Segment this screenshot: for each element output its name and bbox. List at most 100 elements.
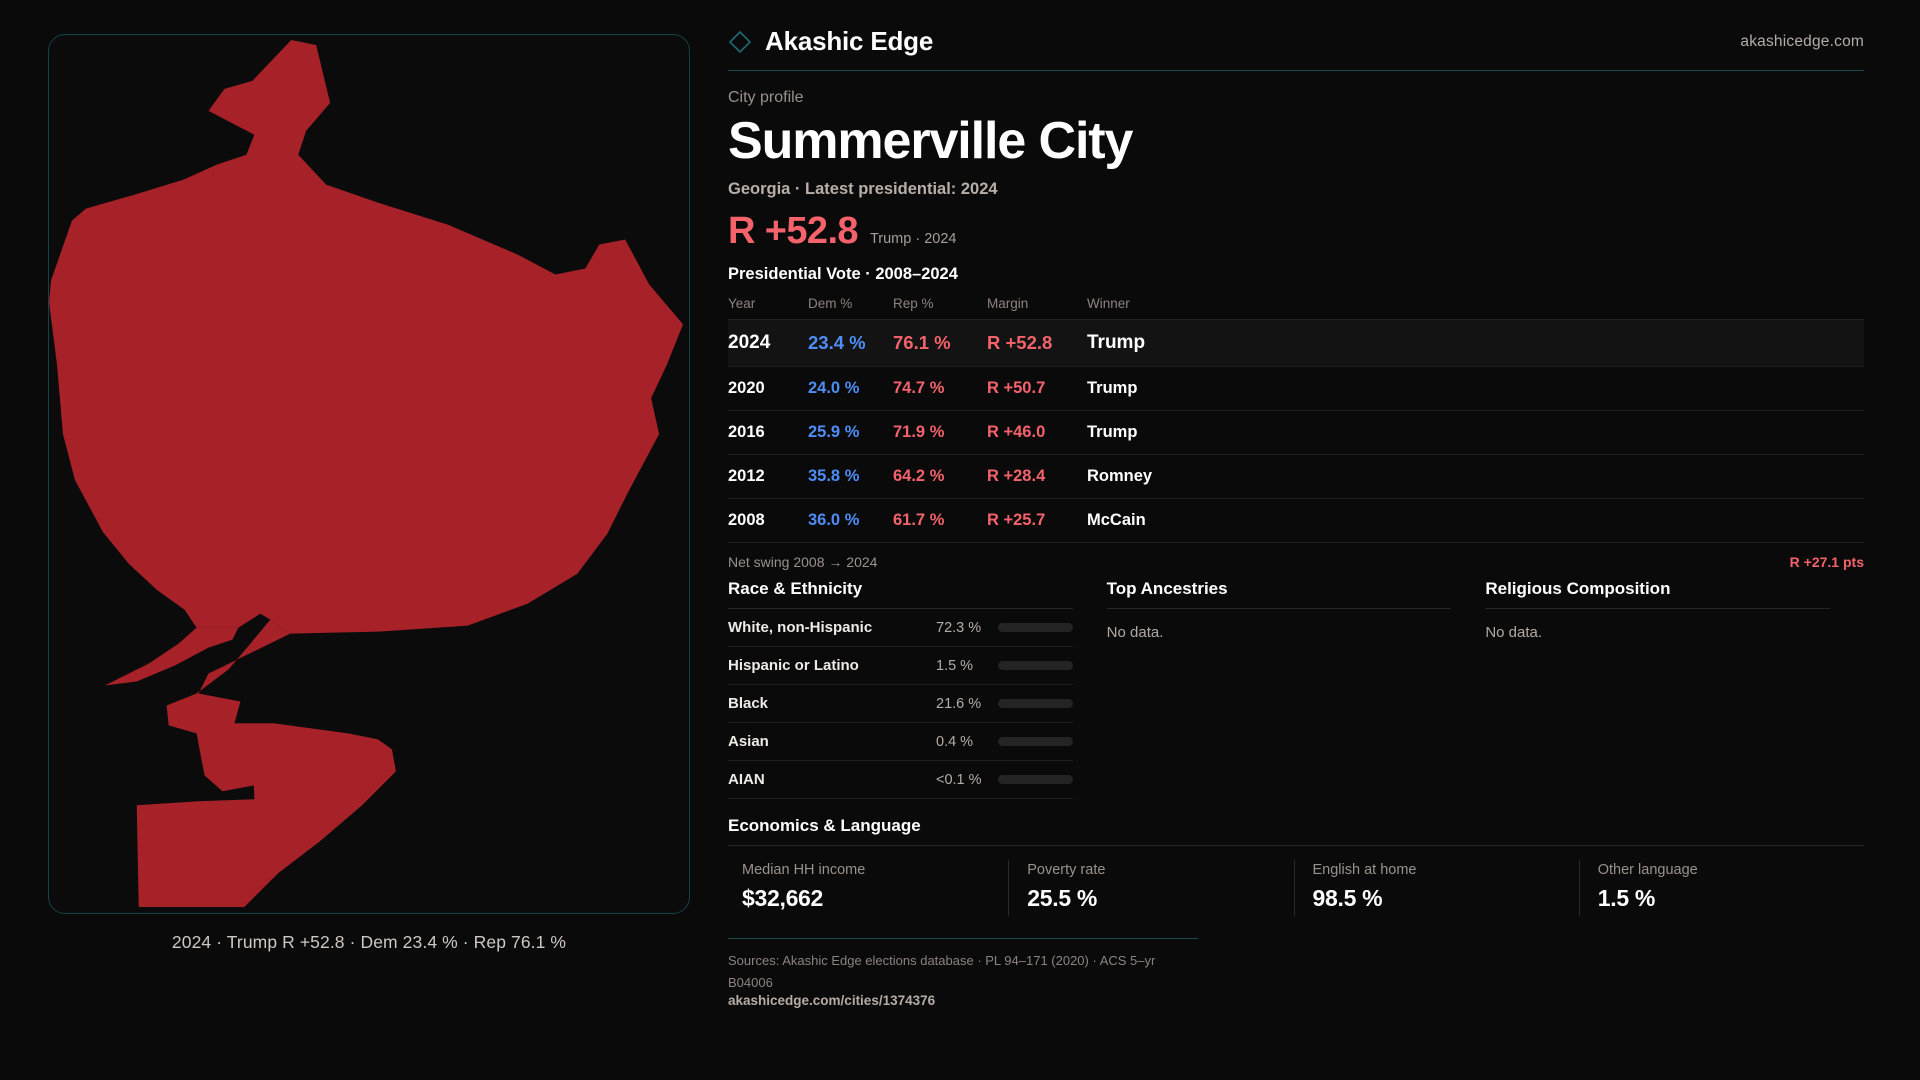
race-bar-track — [998, 737, 1073, 747]
economics-grid: Median HH income $32,662 Poverty rate 25… — [728, 860, 1864, 917]
table-row[interactable]: 2008 36.0 % 61.7 % R +25.7 McCain — [728, 498, 1864, 544]
economics-heading: Economics & Language — [728, 816, 921, 836]
col-dem: Dem % — [808, 296, 853, 312]
stat-value: $32,662 — [742, 885, 824, 912]
cell-winner: Trump — [1087, 410, 1864, 456]
race-row[interactable]: Hispanic or Latino 1.5 % — [728, 647, 1073, 686]
stat-card[interactable]: Poverty rate 25.5 % — [1008, 860, 1293, 917]
footer-rule — [728, 938, 1198, 940]
headline-margin-caption: Trump · 2024 — [869, 231, 957, 248]
race-bar-track — [998, 623, 1073, 633]
table-row[interactable]: 2012 35.8 % 64.2 % R +28.4 Romney — [728, 454, 1864, 500]
col-winner: Winner — [1087, 296, 1130, 312]
demographics-grid: Race & Ethnicity White, non-Hispanic 72.… — [728, 579, 1864, 800]
economics-rule — [728, 845, 1864, 847]
stat-card[interactable]: English at home 98.5 % — [1293, 860, 1579, 917]
cell-rep: 64.2 % — [893, 454, 987, 500]
race-rule — [728, 608, 1073, 610]
stat-label: English at home — [1312, 862, 1417, 879]
page-eyebrow: City profile — [728, 89, 804, 106]
footer-url[interactable]: akashicedge.com/cities/1374376 — [728, 993, 936, 1008]
table-row[interactable]: 2024 23.4 % 76.1 % R +52.8 Trump — [728, 319, 1864, 368]
stat-value: 1.5 % — [1597, 885, 1656, 912]
map-column: 2024 · Trump R +52.8 · Dem 23.4 % · Rep … — [0, 0, 690, 1080]
race-bar-track — [998, 661, 1073, 671]
cell-year: 2012 — [728, 454, 808, 500]
page-title: Summerville City — [728, 112, 1133, 170]
cell-winner: Romney — [1087, 454, 1864, 500]
diamond-logo-icon — [728, 30, 752, 53]
cell-margin: R +50.7 — [987, 366, 1087, 412]
votes-section-title: Presidential Vote · 2008–2024 — [728, 265, 958, 284]
stat-label: Poverty rate — [1027, 862, 1106, 879]
footer-sources: Sources: Akashic Edge elections database… — [728, 953, 1156, 990]
race-bar-track — [998, 775, 1073, 785]
cell-margin: R +46.0 — [987, 410, 1087, 456]
stat-value: 25.5 % — [1027, 885, 1098, 912]
page-subline: Georgia · Latest presidential: 2024 — [728, 180, 998, 199]
cell-winner: McCain — [1087, 498, 1864, 544]
ancestries-empty: No data. — [1106, 624, 1164, 642]
headline-margin: R +52.8 Trump · 2024 — [728, 210, 1864, 253]
stat-card[interactable]: Other language 1.5 % — [1578, 860, 1864, 917]
cell-year: 2008 — [728, 498, 808, 544]
religion-rule — [1485, 608, 1831, 610]
cell-dem: 36.0 % — [808, 498, 893, 544]
table-head: Year Dem % Rep % Margin Winner — [728, 296, 1864, 320]
cell-margin: R +28.4 — [987, 454, 1087, 500]
col-rep: Rep % — [893, 296, 934, 312]
religion-empty: No data. — [1485, 624, 1543, 642]
ancestries-heading: Top Ancestries — [1106, 579, 1228, 599]
net-swing-row: Net swing 2008 → 2024 R +27.1 pts — [728, 554, 1864, 570]
race-label: White, non-Hispanic — [728, 619, 873, 637]
stat-value: 98.5 % — [1312, 885, 1383, 912]
race-value: 21.6 % — [936, 695, 982, 712]
cell-year: 2020 — [728, 366, 808, 412]
race-row[interactable]: Asian 0.4 % — [728, 723, 1073, 762]
cell-year: 2024 — [728, 319, 808, 368]
stat-card[interactable]: Median HH income $32,662 — [728, 860, 1008, 916]
stat-label: Median HH income — [742, 862, 866, 879]
cell-year: 2016 — [728, 410, 808, 456]
brand-site[interactable]: akashicedge.com — [1740, 32, 1864, 50]
cell-rep: 61.7 % — [893, 498, 987, 544]
cell-rep: 74.7 % — [893, 366, 987, 412]
cell-dem: 25.9 % — [808, 410, 893, 456]
map-caption: 2024 · Trump R +52.8 · Dem 23.4 % · Rep … — [171, 932, 567, 952]
race-value: 0.4 % — [936, 733, 974, 750]
race-heading: Race & Ethnicity — [728, 579, 863, 599]
race-row[interactable]: AIAN <0.1 % — [728, 761, 1073, 800]
col-margin: Margin — [987, 296, 1029, 312]
religion-heading: Religious Composition — [1485, 579, 1671, 599]
race-label: Hispanic or Latino — [728, 657, 859, 675]
cell-rep: 76.1 % — [893, 319, 987, 368]
stat-label: Other language — [1597, 862, 1698, 879]
race-label: Black — [728, 695, 769, 713]
table-row[interactable]: 2016 25.9 % 71.9 % R +46.0 Trump — [728, 410, 1864, 456]
city-map-frame[interactable] — [48, 34, 690, 914]
cell-margin: R +25.7 — [987, 498, 1087, 544]
race-value: 1.5 % — [936, 657, 974, 674]
brand-name: Akashic Edge — [765, 26, 934, 56]
race-row[interactable]: Black 21.6 % — [728, 685, 1073, 724]
race-bar-track — [998, 699, 1073, 709]
cell-dem: 23.4 % — [808, 319, 893, 368]
net-swing-label: Net swing 2008 → 2024 — [728, 554, 878, 571]
ancestries-rule — [1106, 608, 1452, 610]
table-row[interactable]: 2020 24.0 % 74.7 % R +50.7 Trump — [728, 366, 1864, 412]
race-value: 72.3 % — [936, 619, 982, 636]
info-panel: Akashic Edge akashicedge.com City profil… — [690, 0, 1920, 1080]
cell-dem: 35.8 % — [808, 454, 893, 500]
race-label: AIAN — [728, 771, 765, 789]
race-row[interactable]: White, non-Hispanic 72.3 % — [728, 609, 1073, 648]
table-body: 2024 23.4 % 76.1 % R +52.8 Trump 2020 24… — [728, 319, 1864, 544]
race-label: Asian — [728, 733, 769, 751]
net-swing-value: R +27.1 pts — [1789, 554, 1864, 571]
race-ethnicity-column: Race & Ethnicity White, non-Hispanic 72.… — [728, 579, 1107, 800]
top-ancestries-column: Top Ancestries No data. — [1106, 579, 1486, 799]
cell-winner: Trump — [1087, 366, 1864, 412]
cell-margin: R +52.8 — [987, 319, 1087, 368]
cell-winner: Trump — [1087, 319, 1864, 368]
race-value: <0.1 % — [936, 771, 982, 788]
